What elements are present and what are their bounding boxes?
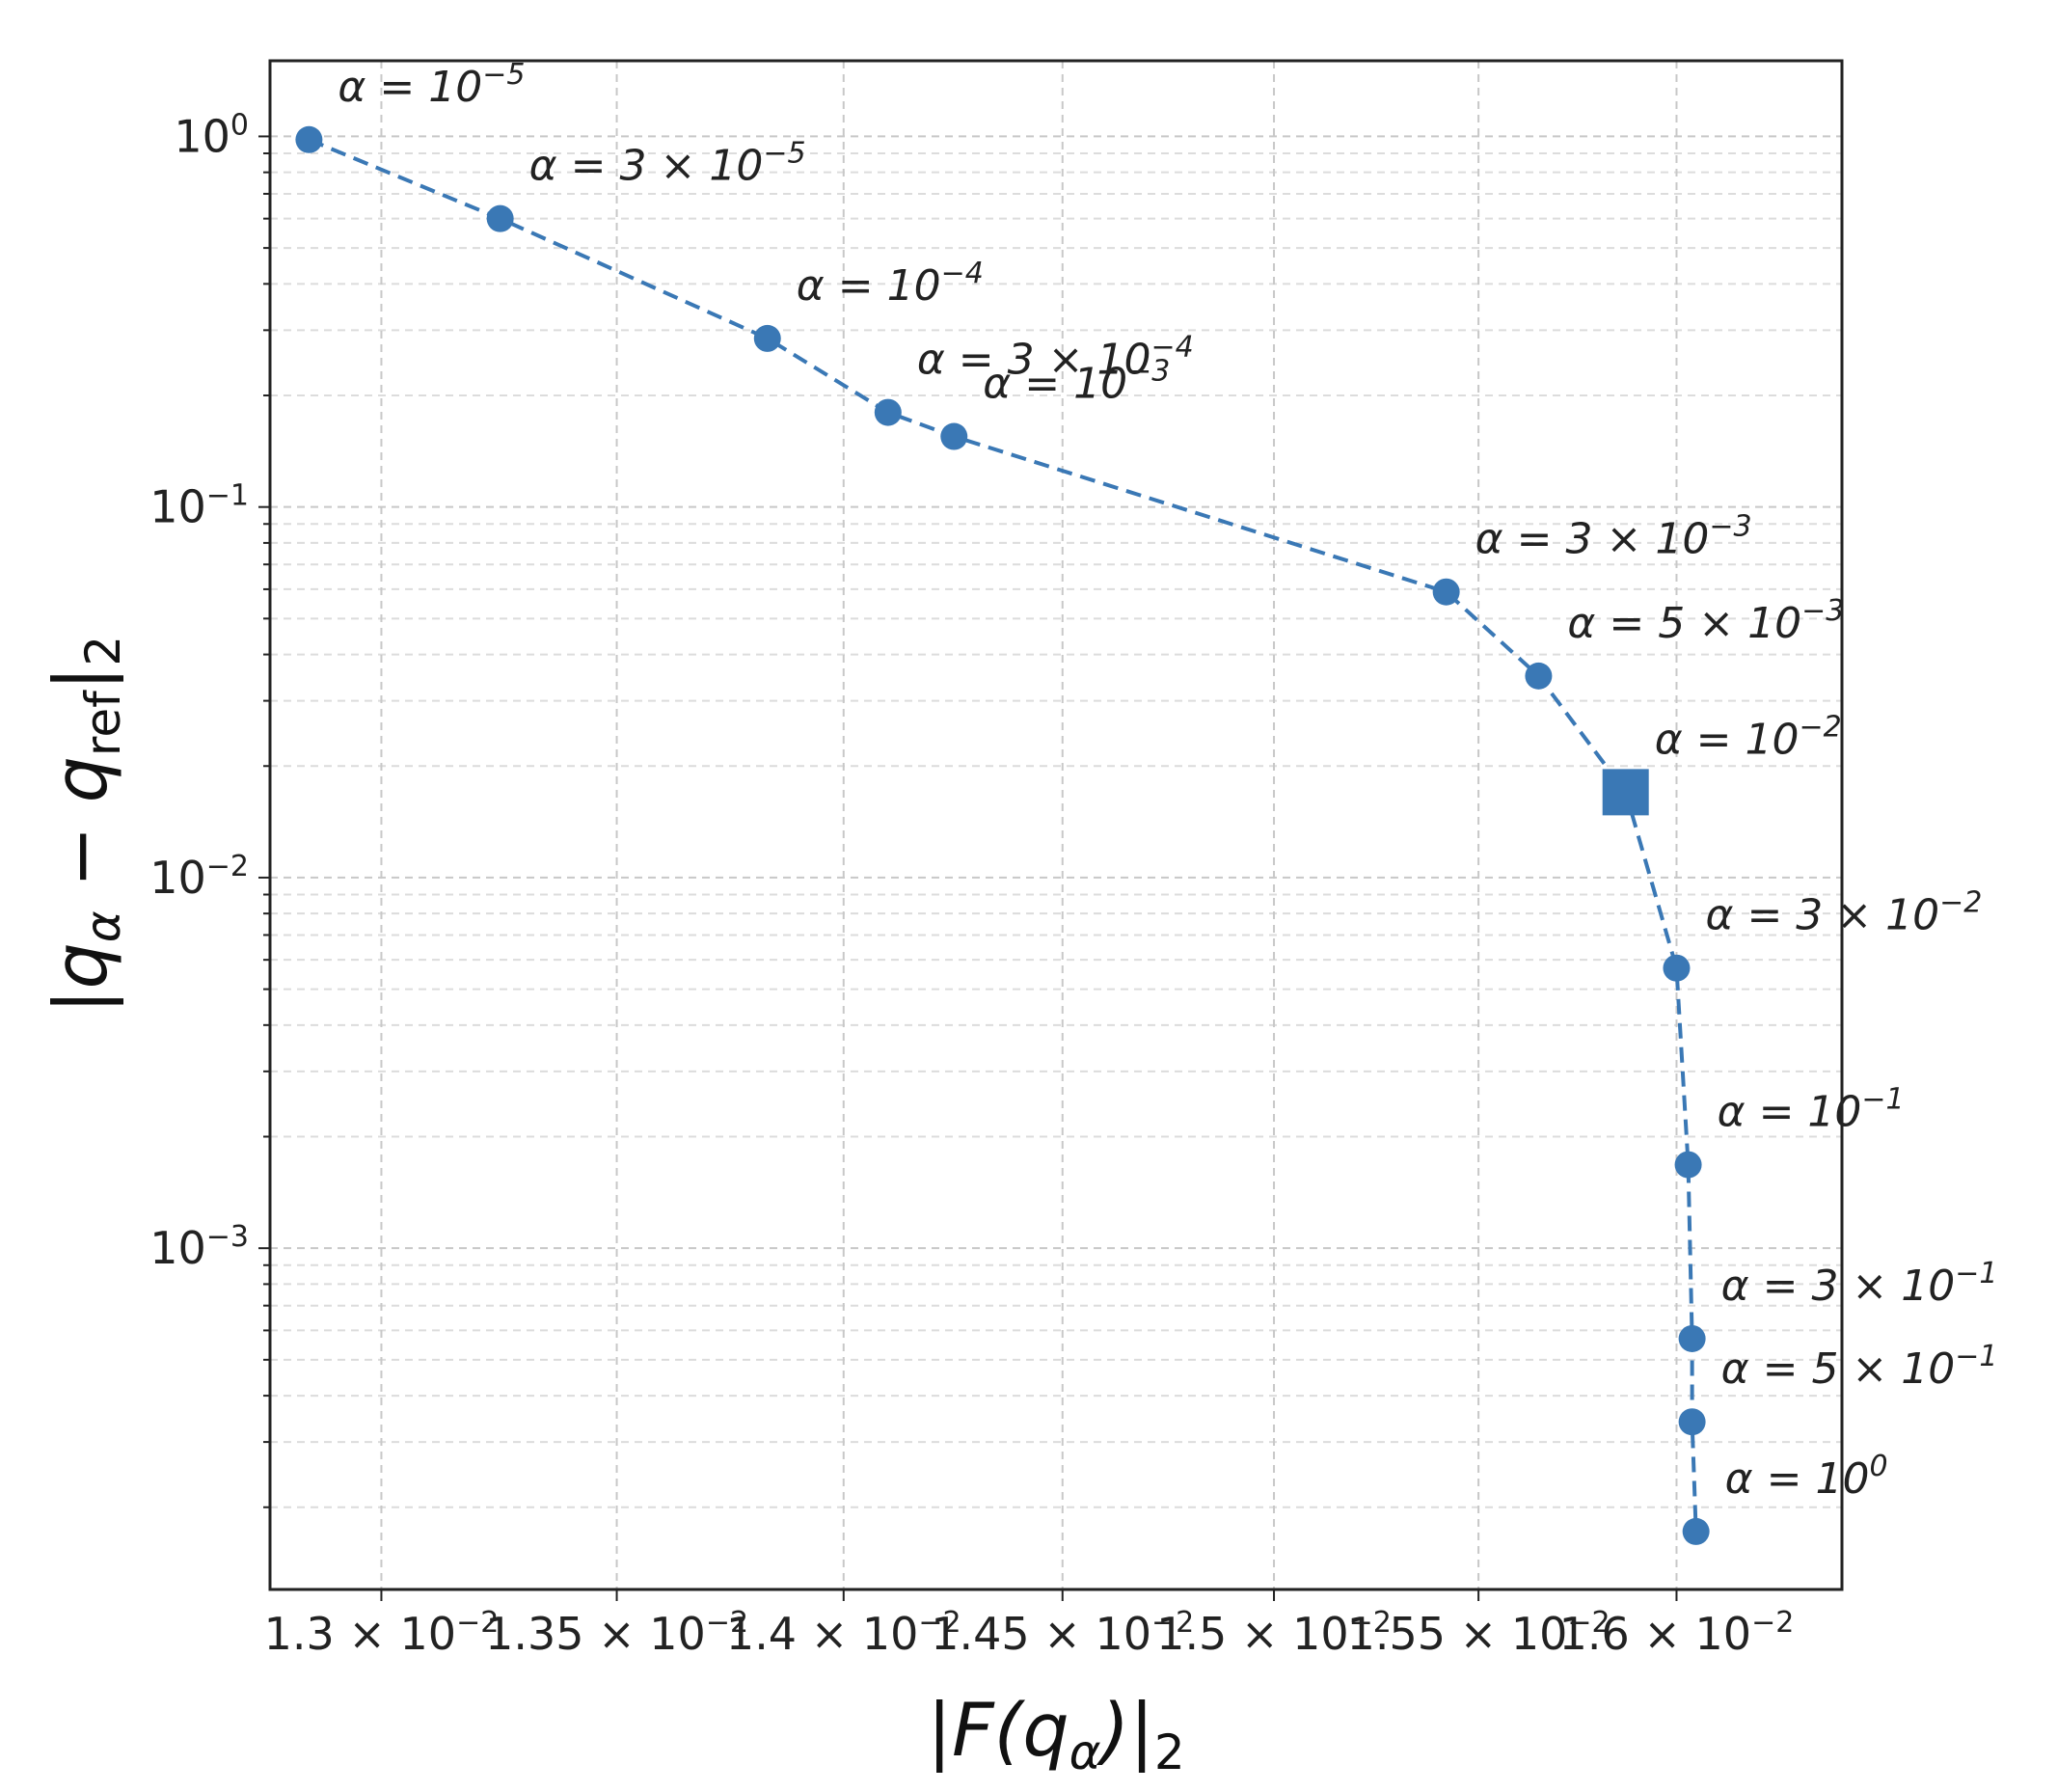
y-axis-title: |qα − qref|2 — [38, 636, 131, 1014]
x-tick-label: 1.45 × 10−2 — [931, 1606, 1194, 1660]
data-point — [874, 398, 902, 426]
x-tick-label: 1.6 × 10−2 — [1559, 1606, 1795, 1660]
plot-frame — [268, 59, 1844, 1591]
x-tick-label: 1.5 × 10−2 — [1156, 1606, 1392, 1660]
y-tick-label: 10−2 — [149, 850, 249, 904]
data-point — [1432, 578, 1460, 606]
x-axis-title: |F(qα)|2 — [927, 1687, 1184, 1780]
grid — [270, 61, 1842, 1589]
x-tick-label: 1.3 × 10−2 — [264, 1606, 500, 1660]
data-point — [940, 422, 968, 450]
point-annotation: α = 3 × 10−2 — [1705, 886, 1982, 940]
data-point-square — [1602, 769, 1649, 816]
x-tick-label: 1.4 × 10−2 — [726, 1606, 961, 1660]
x-axis-ticks: 1.3 × 10−21.35 × 10−21.4 × 10−21.45 × 10… — [264, 1589, 1795, 1660]
data-point — [1525, 662, 1553, 690]
y-tick-label: 100 — [174, 108, 249, 162]
point-annotation: α = 5 × 10−1 — [1721, 1340, 1998, 1394]
y-tick-label: 10−1 — [149, 479, 249, 533]
point-annotation: α = 5 × 10−3 — [1567, 594, 1844, 648]
point-annotation: α = 10−2 — [1655, 710, 1842, 764]
point-annotation: α = 3 × 10−3 — [1475, 510, 1752, 564]
data-point — [1678, 1324, 1706, 1352]
point-annotation: α = 3 × 10−4 — [917, 331, 1194, 385]
point-annotation: α = 100 — [1725, 1450, 1888, 1504]
point-annotation: α = 3 × 10−1 — [1721, 1257, 1998, 1311]
y-tick-label: 10−3 — [149, 1220, 249, 1274]
data-point — [295, 125, 323, 153]
x-tick-label: 1.55 × 10−2 — [1347, 1606, 1610, 1660]
point-annotation: α = 10−3 — [983, 355, 1170, 409]
data-point — [1682, 1517, 1710, 1545]
annotation-layer: α = 10−5α = 3 × 10−5 α = 10−4 α = 3 × 10−4… — [338, 58, 1997, 1504]
point-annotation: α = 10−1 — [1718, 1083, 1905, 1137]
point-annotation: α = 10−4 — [797, 257, 984, 311]
data-point — [753, 324, 781, 352]
data-point — [1674, 1151, 1702, 1179]
point-annotation: α = 10−5 — [338, 58, 525, 112]
y-axis-ticks: 100 10−1 10−2 10−3 — [149, 108, 270, 1508]
data-point — [1663, 954, 1691, 982]
x-tick-label: 1.35 × 10−2 — [485, 1606, 748, 1660]
data-point — [486, 204, 514, 232]
data-point — [1678, 1408, 1706, 1436]
point-annotation: α = 3 × 10−5 — [529, 137, 806, 191]
marker-layer — [295, 125, 1710, 1545]
